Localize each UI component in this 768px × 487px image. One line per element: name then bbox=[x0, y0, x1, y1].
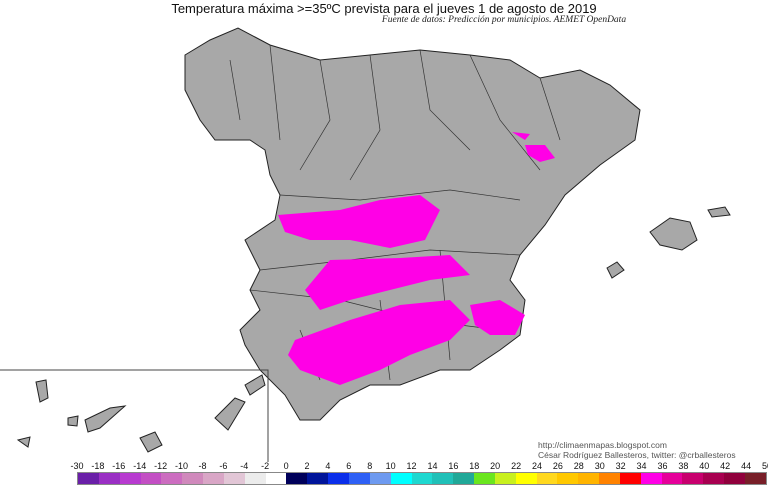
colorbar-swatch bbox=[348, 473, 370, 484]
colorbar-swatch bbox=[203, 473, 224, 484]
highlight-areas bbox=[278, 132, 677, 385]
colorbar-tick-label: 44 bbox=[741, 461, 752, 471]
colorbar-tick-label: -8 bbox=[198, 461, 207, 471]
colorbar-swatch bbox=[390, 473, 412, 484]
colorbar-swatch bbox=[515, 473, 537, 484]
highlight-area-lleida bbox=[512, 132, 530, 140]
colorbar-tick-label: 50 bbox=[761, 461, 768, 471]
colorbar-tick-label: -30 bbox=[70, 461, 84, 471]
colorbar-swatch bbox=[119, 473, 141, 484]
colorbar-tick-label: 0 bbox=[283, 461, 289, 471]
credits-url: http://climaenmapas.blogspot.com bbox=[538, 440, 667, 450]
lanzarote bbox=[244, 374, 266, 396]
colorbar-tick-label: 42 bbox=[720, 461, 731, 471]
colorbar-tick-label: 4 bbox=[325, 461, 331, 471]
mallorca bbox=[649, 217, 698, 251]
credits: http://climaenmapas.blogspot.com César R… bbox=[538, 440, 736, 460]
highlight-area-ebro bbox=[525, 145, 555, 162]
colorbar-swatch bbox=[411, 473, 433, 484]
colorbar-swatch bbox=[724, 473, 745, 484]
colorbar-swatch bbox=[140, 473, 162, 484]
colorbar-swatch bbox=[223, 473, 245, 484]
ibiza bbox=[606, 261, 625, 279]
canary-islands bbox=[16, 374, 266, 453]
colorbar-tick-label: -4 bbox=[240, 461, 249, 471]
colorbar-swatch bbox=[286, 473, 308, 484]
colorbar bbox=[77, 472, 767, 485]
colorbar-tick-label: 38 bbox=[678, 461, 689, 471]
highlight-area-la-mancha bbox=[305, 255, 470, 310]
highlight-area-granada-murcia bbox=[470, 300, 525, 335]
map-subtitle: Fuente de datos: Predicción por municipi… bbox=[381, 15, 627, 25]
colorbar-swatch bbox=[619, 473, 641, 484]
colorbar-tick-label: 14 bbox=[427, 461, 438, 471]
colorbar-tick-label: 24 bbox=[531, 461, 543, 471]
colorbar-tick-labels: -30 -18 -16 -14 -12 -10 -8 -6 -4 -2 0 2 4 6 8 10 12 14 16 1… bbox=[70, 461, 768, 471]
highlight-area-andalucia bbox=[288, 300, 470, 385]
colorbar-tick-label: -16 bbox=[112, 461, 126, 471]
colorbar-swatch bbox=[578, 473, 600, 484]
el-hierro bbox=[16, 436, 31, 448]
colorbar-tick-label: 40 bbox=[699, 461, 710, 471]
colorbar-tick-label: -10 bbox=[175, 461, 189, 471]
canary-islands-inset-frame bbox=[0, 369, 269, 462]
colorbar-tick-label: 30 bbox=[594, 461, 605, 471]
colorbar-tick-label: 2 bbox=[304, 461, 310, 471]
colorbar-tick-label: 18 bbox=[469, 461, 480, 471]
colorbar-tick-label: -2 bbox=[261, 461, 270, 471]
colorbar-tick-label: 6 bbox=[346, 461, 352, 471]
colorbar-tick-label: 10 bbox=[385, 461, 396, 471]
colorbar-tick-label: -14 bbox=[133, 461, 147, 471]
highlight-area-extremadura-castilla bbox=[278, 195, 440, 248]
colorbar-swatch bbox=[307, 473, 329, 484]
colorbar-swatch bbox=[328, 473, 349, 484]
colorbar-tick-label: 28 bbox=[573, 461, 584, 471]
colorbar-tick-label: 20 bbox=[490, 461, 501, 471]
colorbar-swatch bbox=[182, 473, 204, 484]
fuerteventura bbox=[214, 397, 246, 431]
la-palma bbox=[35, 379, 49, 403]
colorbar-swatch bbox=[474, 473, 495, 484]
colorbar-swatch bbox=[682, 473, 704, 484]
menorca bbox=[707, 206, 731, 218]
colorbar-tick-label: -18 bbox=[91, 461, 105, 471]
colorbar-swatch bbox=[557, 473, 579, 484]
colorbar-swatch bbox=[369, 473, 391, 484]
colorbar-tick-label: 32 bbox=[615, 461, 626, 471]
credits-author: César Rodríguez Ballesteros, twitter: @c… bbox=[538, 450, 736, 460]
gran-canaria bbox=[139, 431, 163, 453]
colorbar-swatch bbox=[161, 473, 183, 484]
la-gomera bbox=[67, 415, 79, 427]
colorbar-swatch bbox=[453, 473, 475, 484]
colorbar-swatch bbox=[494, 473, 516, 484]
colorbar-swatch bbox=[244, 473, 266, 484]
colorbar-swatch bbox=[703, 473, 725, 484]
colorbar-tick-label: 22 bbox=[511, 461, 522, 471]
map-title: Temperatura máxima >=35ºC prevista para … bbox=[171, 1, 597, 16]
colorbar-tick-label: -6 bbox=[219, 461, 228, 471]
balearic-islands bbox=[606, 206, 731, 279]
colorbar-tick-label: 12 bbox=[406, 461, 417, 471]
colorbar-tick-label: 34 bbox=[636, 461, 647, 471]
colorbar-tick-label: 26 bbox=[552, 461, 563, 471]
colorbar-tick-label: 16 bbox=[448, 461, 459, 471]
colorbar-tick-label: -12 bbox=[154, 461, 168, 471]
tenerife bbox=[84, 405, 127, 433]
colorbar-swatch bbox=[640, 473, 662, 484]
colorbar-swatch bbox=[661, 473, 683, 484]
colorbar-swatch bbox=[432, 473, 454, 484]
colorbar-tick-label: 36 bbox=[657, 461, 668, 471]
colorbar-swatch bbox=[78, 473, 99, 484]
colorbar-swatch bbox=[98, 473, 120, 484]
colorbar-tick-label: 8 bbox=[367, 461, 373, 471]
colorbar-swatch bbox=[745, 473, 766, 484]
colorbar-swatch bbox=[599, 473, 620, 484]
colorbar-swatch bbox=[536, 473, 558, 484]
colorbar-swatch bbox=[265, 473, 287, 484]
